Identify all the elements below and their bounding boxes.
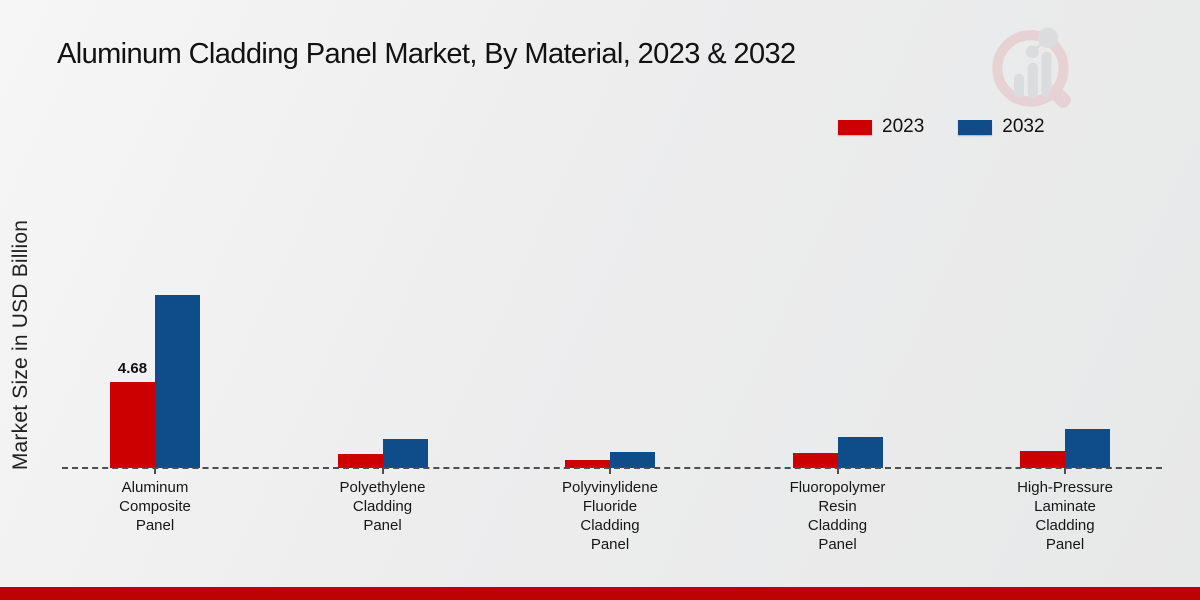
bar-value-label: 4.68 — [117, 360, 148, 377]
legend-label-2032: 2032 — [1002, 116, 1045, 137]
chart-title: Aluminum Cladding Panel Market, By Mater… — [57, 38, 796, 70]
legend-swatch-2023 — [838, 119, 872, 135]
bar-2023-3 — [792, 453, 838, 468]
x-axis-tick — [154, 468, 156, 474]
bar-chart-magnifier-icon — [992, 27, 1071, 108]
x-axis-baseline — [62, 467, 1162, 469]
bar-2023-2 — [565, 460, 610, 468]
legend-label-2023: 2023 — [882, 116, 925, 137]
bar-2023-4 — [1020, 451, 1065, 468]
x-axis-tick — [609, 468, 611, 474]
footer-accent-band — [0, 587, 1200, 600]
legend-item-2032: 2032 — [958, 116, 1045, 138]
x-axis-category-label: Polyethylene Cladding Panel — [339, 479, 426, 534]
legend-item-2023: 2023 — [838, 116, 924, 138]
x-axis-category-label: Aluminum Composite Panel — [119, 479, 191, 534]
bar-2032-2 — [610, 452, 655, 468]
x-axis-category-label: Fluoropolymer Resin Cladding Panel — [789, 479, 886, 553]
bar-2032-3 — [837, 437, 883, 468]
bar-2032-4 — [1065, 429, 1110, 468]
bar-2032-0 — [155, 295, 200, 468]
bar-2023-0 — [110, 382, 155, 468]
legend: 2023 2032 — [838, 116, 1045, 138]
x-axis-tick — [1064, 468, 1066, 474]
x-axis-tick — [836, 468, 839, 474]
bar-2023-1 — [337, 454, 383, 468]
x-axis-category-label: High-Pressure Laminate Cladding Panel — [1017, 479, 1113, 553]
bar-2032-1 — [382, 439, 428, 468]
x-axis-tick — [381, 468, 384, 474]
x-axis-category-label: Polyvinylidene Fluoride Cladding Panel — [562, 479, 658, 553]
legend-swatch-2032 — [958, 119, 993, 135]
